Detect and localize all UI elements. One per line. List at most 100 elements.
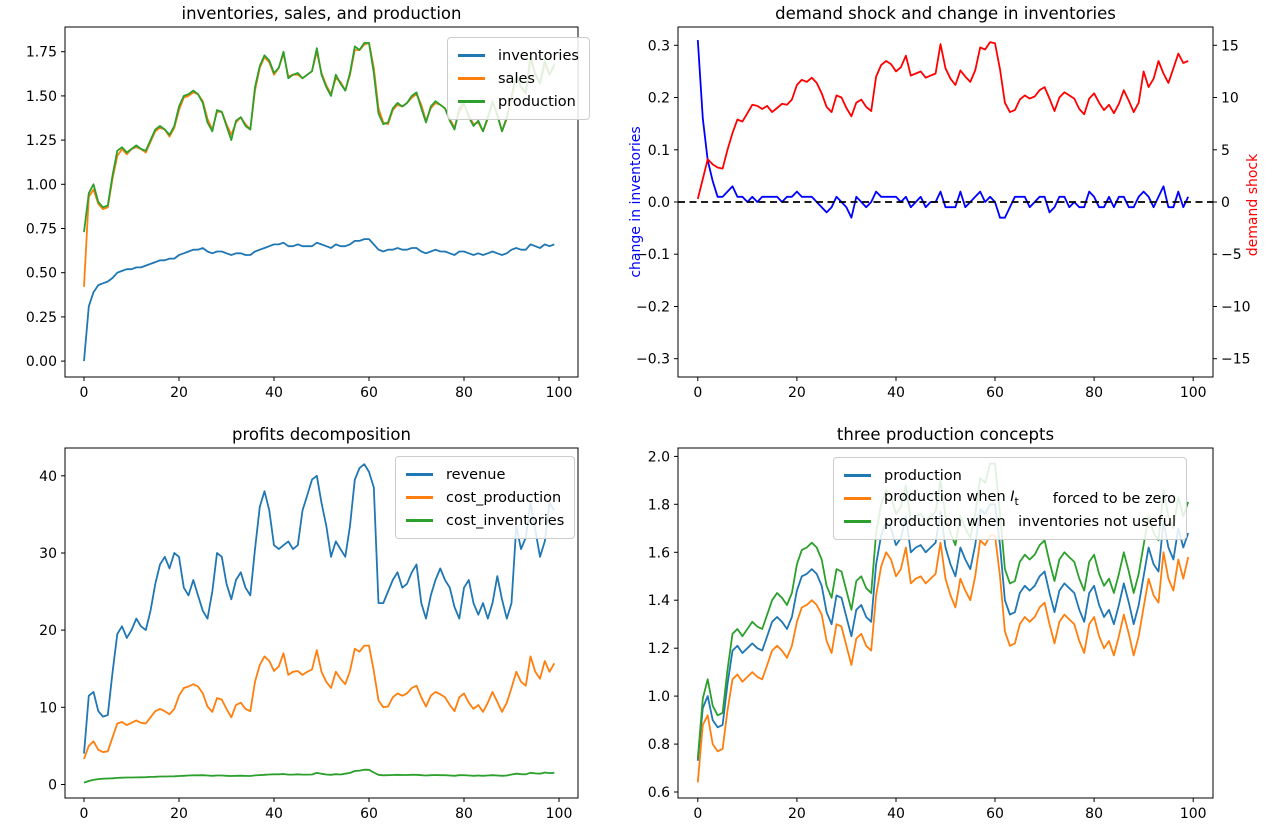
y-tick-label: 1.0 <box>648 689 670 705</box>
y-tick-label: −0.1 <box>636 247 670 263</box>
legend-item: cost_production <box>406 486 564 509</box>
legend-item: production when It forced to be zero <box>844 487 1176 510</box>
legend-label: inventories <box>498 47 579 64</box>
x-tick-label: 60 <box>986 806 1004 822</box>
legend-inventories-sales-production: inventories sales production <box>447 37 590 120</box>
y-tick-label: 0.6 <box>648 785 670 801</box>
legend-label-right: inventories not useful <box>1018 513 1176 530</box>
y-tick-label: 1.00 <box>26 177 57 193</box>
x-tick-label: 100 <box>1180 385 1207 401</box>
y-tick-label: 0.0 <box>648 195 670 211</box>
y-tick-label: 1.2 <box>648 641 670 657</box>
y-tick-label: 20 <box>39 623 57 639</box>
y-right-tick-label: −15 <box>1221 352 1251 368</box>
x-tick-label: 40 <box>887 806 905 822</box>
change-in-inventories-line <box>696 40 1190 219</box>
legend-item: sales <box>458 67 579 90</box>
y-tick-label: 0.25 <box>26 310 57 326</box>
y-right-tick-label: 10 <box>1221 91 1239 107</box>
y-tick-label: 0.75 <box>26 222 57 238</box>
legend-line-swatch <box>458 54 485 57</box>
y-tick-label: 2.0 <box>648 449 670 465</box>
y-tick-label: 0 <box>48 778 57 794</box>
x-tick-label: 0 <box>80 385 89 401</box>
legend-item: production when inventories not useful <box>844 510 1176 533</box>
x-tick-label: 80 <box>1085 806 1103 822</box>
legend-three-production-concepts: production production when It forced to … <box>833 457 1187 540</box>
y-right-tick-label: −5 <box>1221 247 1242 263</box>
legend-item: revenue <box>406 463 564 486</box>
x-tick-label: 40 <box>265 806 283 822</box>
y-tick-label: 1.25 <box>26 133 57 149</box>
x-tick-label: 60 <box>360 385 378 401</box>
math-sub-t: t <box>1014 494 1019 508</box>
production-line <box>83 42 556 233</box>
math-var-I: I <box>1010 489 1015 506</box>
x-tick-label: 0 <box>693 385 702 401</box>
x-tick-label: 0 <box>693 806 702 822</box>
legend-line-swatch <box>406 473 433 476</box>
y-tick-label: 1.75 <box>26 45 57 61</box>
x-tick-label: 40 <box>887 385 905 401</box>
y-tick-label: 0.00 <box>26 354 57 370</box>
chart-title-demand-shock: demand shock and change in inventories <box>775 4 1116 23</box>
x-tick-label: 60 <box>986 385 1004 401</box>
x-tick-label: 100 <box>546 806 573 822</box>
legend-label: cost_production <box>446 489 562 506</box>
legend-label: production when <box>884 513 1006 530</box>
production-line <box>696 503 1190 761</box>
legend-label: cost_inventories <box>446 512 565 529</box>
y-tick-label: 1.8 <box>648 497 670 513</box>
x-tick-label: 20 <box>170 806 188 822</box>
y-right-tick-label: 15 <box>1221 38 1239 54</box>
inventories-line <box>83 238 555 362</box>
y-tick-label: 0.1 <box>648 143 670 159</box>
x-tick-label: 80 <box>455 806 473 822</box>
y-right-tick-label: 0 <box>1221 195 1230 211</box>
y-tick-label: 40 <box>39 469 57 485</box>
y-tick-label: 0.2 <box>648 91 670 107</box>
legend-line-swatch <box>458 100 485 103</box>
chart-title-profits-decomposition: profits decomposition <box>232 425 411 444</box>
x-tick-label: 60 <box>360 806 378 822</box>
legend-label: revenue <box>446 466 506 483</box>
legend-label: sales <box>498 70 535 87</box>
legend-line-swatch <box>458 77 485 80</box>
y-tick-label: 0.8 <box>648 737 670 753</box>
legend-line-swatch <box>844 520 871 523</box>
legend-line-swatch <box>406 519 433 522</box>
cost-inventories-line <box>83 768 555 784</box>
y-axis-label-change-in-inventories: change in inventories <box>628 126 644 278</box>
legend-item: production <box>458 90 579 113</box>
legend-line-swatch <box>844 497 871 500</box>
legend-profits-decomposition: revenue cost_production cost_inventories <box>395 456 576 539</box>
axes-spines <box>64 447 579 799</box>
y-tick-label: 10 <box>39 700 57 716</box>
y-tick-label: −0.3 <box>636 352 670 368</box>
x-tick-label: 100 <box>1180 806 1207 822</box>
revenue-line <box>83 463 556 754</box>
y-tick-label: −0.2 <box>636 300 670 316</box>
demand-shock-line <box>696 41 1189 200</box>
x-tick-label: 20 <box>788 806 806 822</box>
x-tick-label: 100 <box>546 385 573 401</box>
legend-line-swatch <box>406 496 433 499</box>
x-tick-label: 0 <box>80 806 89 822</box>
cost-production-line <box>83 644 556 760</box>
y-right-tick-label: −10 <box>1221 300 1251 316</box>
y-tick-label: 1.4 <box>648 593 670 609</box>
legend-label-right: forced to be zero <box>1052 490 1176 507</box>
y-right-tick-label: 5 <box>1221 143 1230 159</box>
chart-title-inventories-sales-production: inventories, sales, and production <box>181 4 462 23</box>
production-when-it-forced-to-be-zero-line <box>696 534 1190 783</box>
legend-line-swatch <box>844 474 871 477</box>
x-tick-label: 40 <box>265 385 283 401</box>
y-tick-label: 0.50 <box>26 266 57 282</box>
y-tick-label: 30 <box>39 546 57 562</box>
y-axis-label-demand-shock: demand shock <box>1245 153 1261 257</box>
x-tick-label: 80 <box>455 385 473 401</box>
legend-item: inventories <box>458 44 579 67</box>
y-tick-label: 0.3 <box>648 38 670 54</box>
legend-label: production when It <box>884 489 1019 508</box>
